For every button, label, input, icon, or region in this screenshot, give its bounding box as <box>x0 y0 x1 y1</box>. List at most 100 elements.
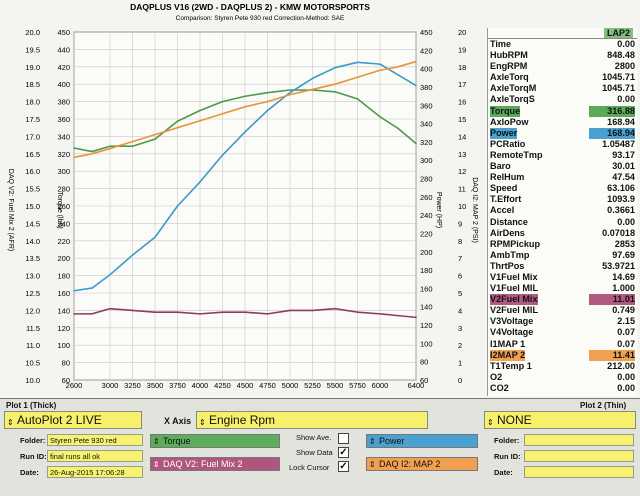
power-tick-label: 120 <box>420 321 433 330</box>
readout-row: AmbTmp 97.69 <box>488 250 637 261</box>
series-point <box>176 126 179 129</box>
power-tick-label: 380 <box>420 83 433 92</box>
series-point <box>131 254 134 256</box>
series-point <box>379 63 381 65</box>
torque-tick-label: 200 <box>57 254 70 263</box>
readout-row: RPMPickup 2853 <box>488 239 637 250</box>
runid2-label: Run ID: <box>494 452 521 461</box>
dyno-chart: DAQPLUS V16 (2WD - DAQPLUS 2) - KMW MOTO… <box>7 2 478 390</box>
readout-label: AxloPow <box>490 116 529 127</box>
readout-row: CO2 0.00 <box>488 383 637 394</box>
readout-row: I1MAP 1 0.07 <box>488 339 637 350</box>
map-tick-label: 6 <box>458 272 462 281</box>
readout-row: V4Voltage 0.07 <box>488 327 637 338</box>
x-tick-label: 3500 <box>147 381 164 390</box>
readout-label: Baro <box>490 161 511 172</box>
series-point <box>334 307 336 310</box>
series-point <box>379 115 381 118</box>
readout-value: 0.07 <box>617 338 635 349</box>
readout-label: T.Effort <box>490 194 522 205</box>
readout-label: Time <box>490 39 512 49</box>
series-point <box>109 145 111 148</box>
folder-field[interactable]: Styren Pete 930 red <box>47 434 143 446</box>
lock-cursor-label: Lock Cursor <box>289 463 330 472</box>
power-tick-label: 400 <box>420 65 433 74</box>
afr-tick-label: 11.0 <box>26 341 40 350</box>
trace4-select[interactable]: ⇕ DAQ I2: MAP 2 <box>366 457 478 471</box>
series-point <box>379 69 381 72</box>
readout-label: V1Fuel Mix <box>490 271 538 282</box>
show-data-checkbox[interactable]: ✓ <box>338 447 349 458</box>
lock-cursor-checkbox[interactable]: ✓ <box>338 461 349 472</box>
series-point <box>154 236 156 239</box>
readout-label: I1MAP 1 <box>490 338 526 349</box>
series-point <box>334 66 336 69</box>
trace1-select[interactable]: ⇕ Torque <box>150 434 280 448</box>
series-point <box>154 311 156 313</box>
x-axis-select[interactable]: ⇕ Engine Rpm <box>196 411 428 429</box>
series-point <box>176 311 179 313</box>
readout-row: Accel 0.3661 <box>488 205 637 216</box>
trace2-select[interactable]: ⇕ DAQ V2: Fuel Mix 2 <box>150 457 280 471</box>
map-tick-label: 11 <box>458 185 466 194</box>
series-point <box>334 90 336 93</box>
series-point <box>73 289 75 292</box>
left-outer-axis-label: DAQ V2: Fuel Mix 2 (AFR) <box>7 169 14 251</box>
power-tick-label: 240 <box>420 211 433 220</box>
folder2-field[interactable] <box>524 434 634 446</box>
series-point <box>199 109 201 112</box>
series-point <box>356 311 359 313</box>
series-point <box>397 127 399 130</box>
torque-tick-label: 280 <box>57 185 70 194</box>
runid2-field[interactable] <box>524 450 634 462</box>
afr-tick-label: 16.0 <box>25 167 40 176</box>
series-point <box>266 100 269 103</box>
series-point <box>109 307 111 310</box>
map-tick-label: 19 <box>458 45 466 54</box>
readout-value: 1045.71 <box>602 83 635 94</box>
readout-value: 0.00 <box>617 382 635 393</box>
readout-value: 11.41 <box>589 349 635 361</box>
plot2-select[interactable]: ⇕ NONE <box>484 411 636 429</box>
readout-row: V1Fuel Mix 14.69 <box>488 272 637 283</box>
power-tick-label: 260 <box>420 193 433 202</box>
show-ave-checkbox[interactable] <box>338 433 349 444</box>
series-point <box>221 311 224 313</box>
power-tick-label: 220 <box>420 229 433 238</box>
x-tick-label: 4250 <box>214 381 231 390</box>
readout-label: RemoteTmp <box>490 149 543 160</box>
readout-value: 0.3661 <box>607 205 635 216</box>
readout-header: LAP2 <box>488 28 637 39</box>
runid-field[interactable]: final runs all ok <box>47 450 143 462</box>
readout-value: 1093.9 <box>607 194 635 205</box>
series-point <box>91 153 93 155</box>
series-point <box>199 119 201 122</box>
readout-label: AirDens <box>490 227 525 238</box>
date2-field[interactable] <box>524 466 634 478</box>
afr-tick-label: 19.5 <box>25 45 40 54</box>
series-point <box>311 309 314 312</box>
readout-value: 212.00 <box>607 360 635 371</box>
readout-row: T1Temp 1 212.00 <box>488 361 637 372</box>
dropdown-arrow-icon: ⇕ <box>487 418 494 427</box>
readout-row: Baro 30.01 <box>488 161 637 172</box>
x-tick-label: 5000 <box>282 381 299 390</box>
readout-value: 0.00 <box>617 371 635 382</box>
series-point <box>221 112 224 115</box>
series-point <box>356 76 359 79</box>
readout-value: 168.94 <box>589 127 635 139</box>
plot1-select[interactable]: ⇕ AutoPlot 2 LIVE <box>4 411 142 429</box>
series-point <box>131 309 134 312</box>
folder2-label: Folder: <box>494 436 520 445</box>
readout-value: 1045.71 <box>602 72 635 83</box>
power-tick-label: 420 <box>420 46 433 55</box>
readout-label: AxleTorqM <box>490 83 537 94</box>
readout-row: AxleTorq 1045.71 <box>488 72 637 83</box>
afr-tick-label: 17.0 <box>25 132 40 141</box>
readout-value: 2800 <box>614 61 635 72</box>
readout-label: AmbTmp <box>490 249 530 260</box>
trace3-select[interactable]: ⇕ Power <box>366 434 478 448</box>
power-tick-label: 360 <box>420 101 433 110</box>
readout-row: V1Fuel MIL 1.000 <box>488 283 637 294</box>
date-field[interactable]: 26-Aug-2015 17:06:28 <box>47 466 143 478</box>
